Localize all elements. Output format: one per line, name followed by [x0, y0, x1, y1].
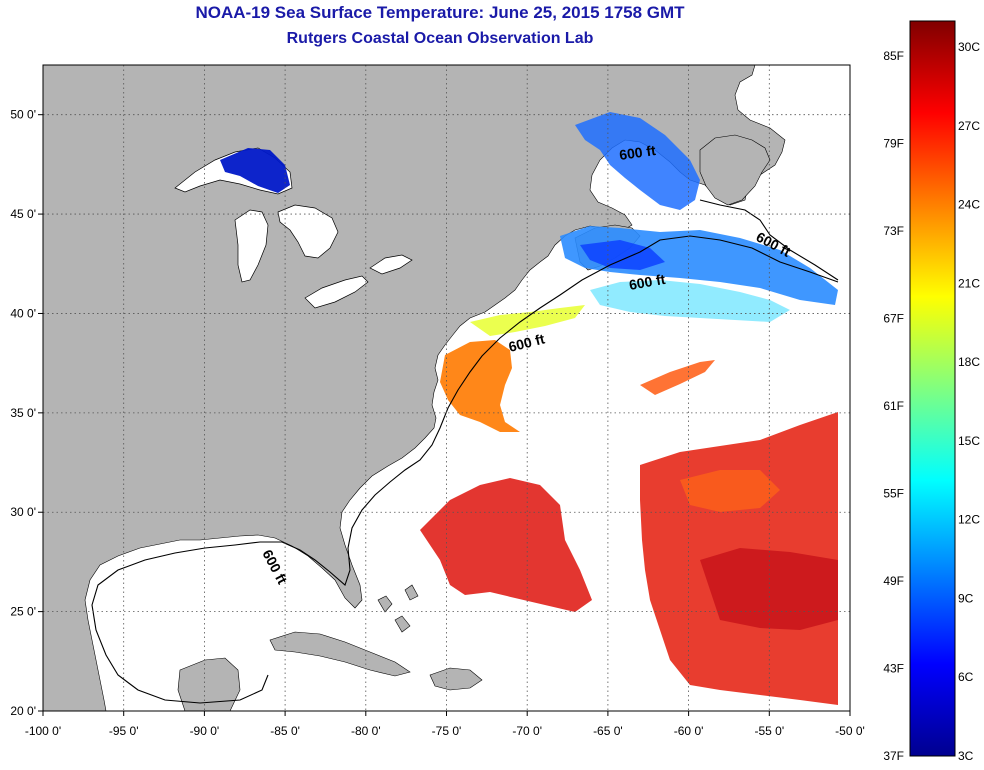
longitude-axis: -100 0' -95 0' -90 0' -85 0' -80 0' -75 0' -70…: [25, 711, 865, 738]
colorbar-fahrenheit-labels: 85F 79F 73F 67F 61F 55F 49F 43F 37F: [883, 49, 904, 763]
sst-patch-georges-bank: [590, 280, 790, 322]
colorbar: 85F 79F 73F 67F 61F 55F 49F 43F 37F 30C 27C 24C 21C…: [883, 20, 980, 763]
latitude-axis: 20 0' 25 0' 30 0' 35 0' 40 0' 45 0' 50 0': [10, 108, 43, 718]
colorbar-f-label: 43F: [883, 662, 904, 676]
latitude-tick-label: 45 0': [10, 207, 36, 221]
newfoundland-land: [699, 134, 771, 206]
latitude-tick-label: 25 0': [10, 605, 36, 619]
lake-ontario: [369, 254, 413, 275]
longitude-tick-label: -85 0': [270, 724, 300, 738]
colorbar-f-label: 85F: [883, 49, 904, 63]
sst-patch-shelf-break-orange: [440, 340, 520, 432]
lake-huron: [277, 204, 339, 259]
latitude-tick-label: 35 0': [10, 406, 36, 420]
sst-patch-mid-shelf-yellow: [470, 305, 585, 336]
colorbar-f-label: 67F: [883, 312, 904, 326]
colorbar-c-label: 3C: [958, 749, 974, 763]
hispaniola-island: [429, 667, 483, 691]
longitude-tick-label: -75 0': [432, 724, 462, 738]
sst-patch-gulf-stream-filament: [640, 360, 715, 395]
colorbar-c-label: 27C: [958, 119, 980, 133]
colorbar-f-label: 73F: [883, 224, 904, 238]
colorbar-c-label: 6C: [958, 670, 974, 684]
page-title: NOAA-19 Sea Surface Temperature: June 25…: [195, 3, 685, 22]
latitude-tick-label: 40 0': [10, 306, 36, 320]
colorbar-c-label: 21C: [958, 276, 980, 290]
colorbar-scale: [909, 20, 956, 757]
colorbar-c-label: 9C: [958, 591, 974, 605]
colorbar-celsius-labels: 30C 27C 24C 21C 18C 15C 12C 9C 6C 3C: [958, 40, 980, 763]
longitude-tick-label: -95 0': [109, 724, 139, 738]
sst-data-layer: [220, 112, 838, 705]
latitude-tick-label: 30 0': [10, 505, 36, 519]
colorbar-c-label: 18C: [958, 355, 980, 369]
longitude-tick-label: -90 0': [190, 724, 220, 738]
longitude-tick-label: -60 0': [674, 724, 704, 738]
colorbar-f-label: 55F: [883, 487, 904, 501]
cuba-island: [269, 631, 411, 677]
isobath-600ft-line: [91, 235, 839, 704]
sst-patch-superior: [220, 148, 290, 193]
colorbar-f-label: 61F: [883, 399, 904, 413]
lake-erie: [304, 275, 369, 309]
longitude-tick-label: -70 0': [512, 724, 542, 738]
latitude-tick-label: 50 0': [10, 108, 36, 122]
longitude-tick-label: -50 0': [835, 724, 865, 738]
bahamas-islands: [377, 584, 419, 633]
colorbar-f-label: 49F: [883, 574, 904, 588]
sst-patch-eastern-warm-core: [700, 548, 838, 630]
colorbar-f-label: 79F: [883, 137, 904, 151]
colorbar-f-label: 37F: [883, 749, 904, 763]
yucatan-land: [177, 657, 241, 711]
longitude-tick-label: -80 0': [351, 724, 381, 738]
colorbar-c-label: 12C: [958, 513, 980, 527]
contour-label-newfoundland: 600 ft: [618, 142, 657, 163]
page-subtitle: Rutgers Coastal Ocean Observation Lab: [286, 30, 594, 47]
longitude-tick-label: -55 0': [754, 724, 784, 738]
sst-patch-cold-shelf: [580, 240, 665, 270]
sst-patch-southeast-orange: [680, 470, 780, 512]
colorbar-c-label: 24C: [958, 198, 980, 212]
contour-label-gulf-of-maine: 600 ft: [628, 271, 667, 293]
map-area[interactable]: [43, 65, 850, 711]
sst-patch-sargasso-west: [420, 478, 592, 612]
lake-michigan: [234, 209, 269, 283]
isobath-600ft-north: [699, 199, 839, 281]
sst-patch-gulf-st-lawrence: [575, 112, 700, 210]
colorbar-c-label: 30C: [958, 40, 980, 54]
longitude-tick-label: -100 0': [25, 724, 61, 738]
colorbar-c-label: 15C: [958, 434, 980, 448]
latitude-tick-label: 20 0': [10, 704, 36, 718]
longitude-tick-label: -65 0': [593, 724, 623, 738]
